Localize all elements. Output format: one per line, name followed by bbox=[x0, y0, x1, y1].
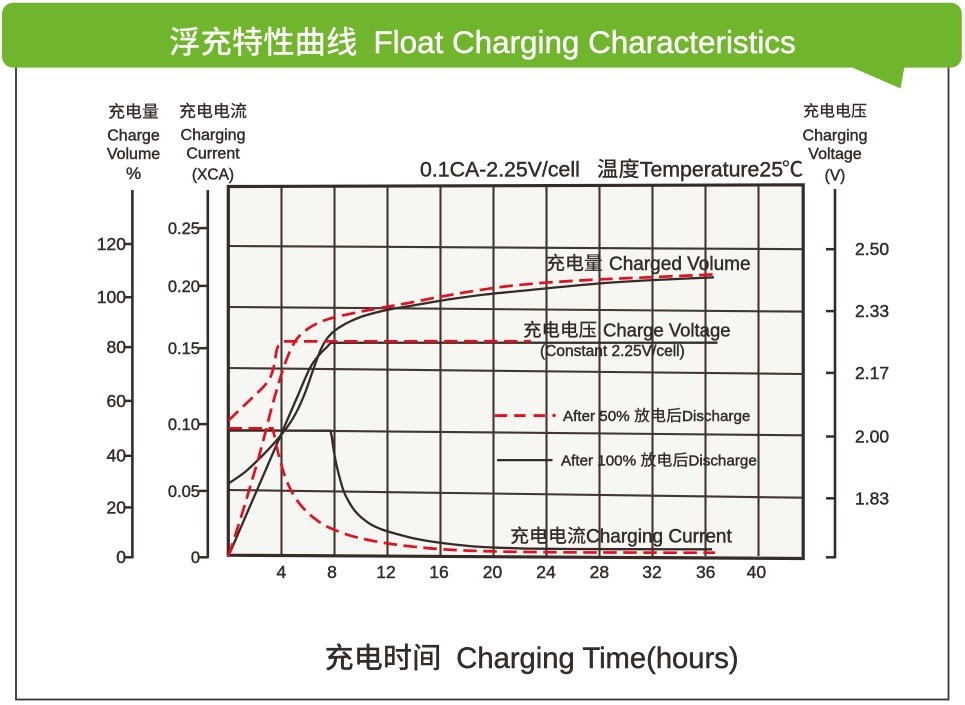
svg-text:2.50: 2.50 bbox=[855, 239, 889, 259]
svg-text:20: 20 bbox=[107, 497, 127, 517]
svg-text:24: 24 bbox=[536, 562, 556, 582]
svg-text:0: 0 bbox=[191, 549, 200, 567]
svg-text:Charge: Charge bbox=[107, 127, 160, 144]
svg-text:Voltage: Voltage bbox=[808, 146, 861, 163]
svg-text:Discharge: Discharge bbox=[682, 408, 750, 425]
svg-text:0: 0 bbox=[116, 547, 126, 567]
svg-text:20: 20 bbox=[483, 562, 503, 582]
svg-text:Charging: Charging bbox=[181, 127, 246, 144]
svg-text:40: 40 bbox=[747, 562, 767, 582]
svg-text:Charging Time(hours): Charging Time(hours) bbox=[456, 643, 738, 675]
svg-text:Charging: Charging bbox=[803, 127, 868, 144]
svg-text:0.15: 0.15 bbox=[168, 340, 200, 358]
svg-text:0.25: 0.25 bbox=[168, 220, 200, 238]
svg-text:0.10: 0.10 bbox=[168, 416, 200, 434]
svg-text:After 100%: After 100% bbox=[561, 452, 636, 469]
svg-text:8: 8 bbox=[327, 562, 337, 582]
svg-text:32: 32 bbox=[642, 562, 661, 582]
svg-text:Discharge: Discharge bbox=[688, 452, 756, 469]
svg-text:2.33: 2.33 bbox=[855, 301, 889, 321]
svg-text:2.00: 2.00 bbox=[855, 427, 889, 447]
svg-text:28: 28 bbox=[590, 562, 609, 582]
svg-text:Volume: Volume bbox=[107, 146, 160, 163]
svg-text:Current: Current bbox=[186, 145, 240, 162]
svg-text:16: 16 bbox=[429, 562, 448, 582]
svg-text:(Constant 2.25V/cell): (Constant 2.25V/cell) bbox=[540, 343, 685, 360]
svg-text:12: 12 bbox=[376, 562, 395, 582]
svg-text:(XCA): (XCA) bbox=[192, 167, 234, 184]
svg-text:Temperature25: Temperature25 bbox=[640, 158, 783, 182]
svg-text:Charge Voltage: Charge Voltage bbox=[603, 319, 731, 340]
svg-text:40: 40 bbox=[107, 446, 127, 466]
svg-text:Float Charging Characteristics: Float Charging Characteristics bbox=[374, 25, 796, 60]
svg-text:0.20: 0.20 bbox=[168, 278, 200, 296]
svg-text:100: 100 bbox=[97, 287, 126, 307]
svg-text:2.17: 2.17 bbox=[855, 363, 889, 383]
svg-text:1.83: 1.83 bbox=[855, 488, 889, 508]
svg-text:Charged Volume: Charged Volume bbox=[609, 254, 751, 275]
svg-text:0.05: 0.05 bbox=[168, 483, 200, 501]
svg-text:%: % bbox=[126, 164, 141, 183]
svg-text:4: 4 bbox=[277, 562, 287, 582]
svg-text:80: 80 bbox=[107, 337, 127, 357]
svg-text:(V): (V) bbox=[825, 168, 846, 185]
svg-text:60: 60 bbox=[107, 391, 127, 411]
svg-text:120: 120 bbox=[97, 234, 126, 254]
svg-text:Charging Current: Charging Current bbox=[586, 527, 732, 548]
svg-text:36: 36 bbox=[696, 562, 715, 582]
svg-text:After 50%: After 50% bbox=[563, 408, 630, 425]
svg-text:0.1CA-2.25V/cell: 0.1CA-2.25V/cell bbox=[420, 158, 580, 182]
